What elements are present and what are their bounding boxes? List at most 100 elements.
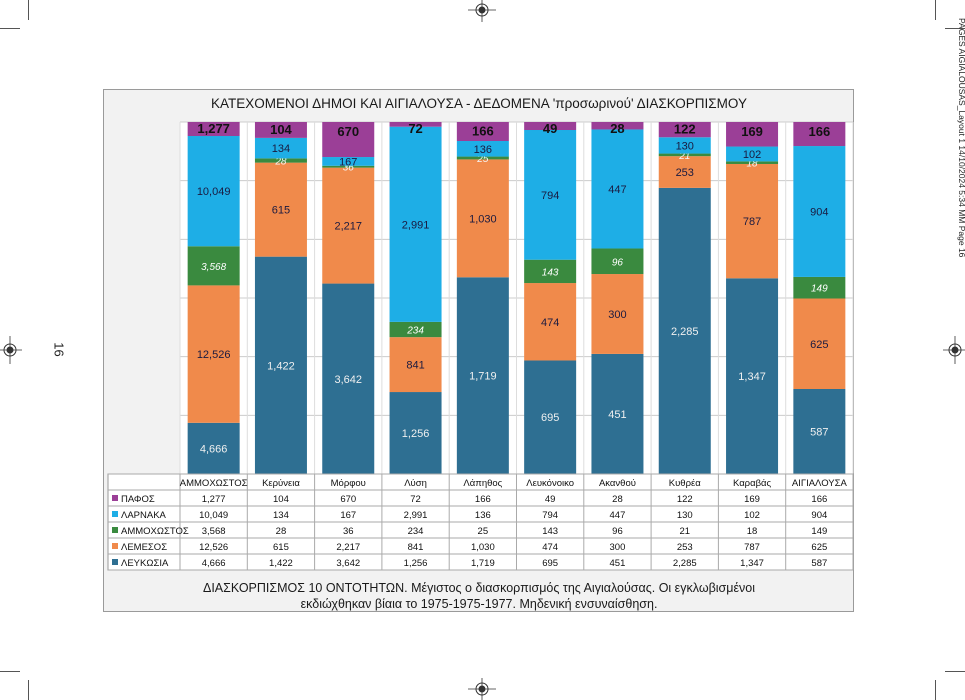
table-cell: 21 bbox=[679, 526, 690, 537]
data-label: 587 bbox=[810, 427, 828, 439]
bar-segment bbox=[524, 259, 577, 284]
data-label: 253 bbox=[676, 167, 694, 179]
data-label: 1,719 bbox=[469, 371, 497, 383]
table-cell: 96 bbox=[612, 526, 623, 537]
data-label: 28 bbox=[610, 121, 624, 136]
chart-title: ΚΑΤΕΧΟΜΕΝΟΙ ΔΗΜΟΙ ΚΑΙ ΑΙΓΙΑΛΟΥΣΑ - ΔΕΔΟΜ… bbox=[211, 96, 747, 111]
data-label: 1,422 bbox=[267, 360, 295, 372]
footer-line: ΔΙΑΣΚΟΡΠΙΣΜΟΣ 10 ΟΝΤΟΤΗΤΩΝ. Μέγιστος ο δ… bbox=[203, 581, 755, 595]
bar-segment bbox=[726, 163, 779, 279]
data-label: 300 bbox=[608, 309, 626, 321]
data-label: 447 bbox=[608, 184, 626, 196]
table-cell: 28 bbox=[612, 494, 623, 505]
data-label: 12,526 bbox=[197, 349, 231, 361]
data-label: 451 bbox=[608, 409, 626, 421]
bar-segment bbox=[322, 157, 375, 166]
bar-segment bbox=[322, 167, 375, 284]
table-cell: 3,642 bbox=[336, 558, 360, 569]
crop-mark bbox=[28, 0, 29, 20]
bar-segment bbox=[322, 165, 375, 168]
bar-segment bbox=[254, 256, 307, 474]
data-label: 2,991 bbox=[402, 219, 430, 231]
table-cell: 10,049 bbox=[199, 510, 228, 521]
table-cell: 474 bbox=[542, 542, 558, 553]
data-label: 794 bbox=[541, 190, 559, 202]
crop-mark bbox=[935, 680, 936, 700]
legend-swatch bbox=[112, 495, 118, 501]
data-label: 615 bbox=[272, 205, 290, 217]
bar-segment bbox=[726, 278, 779, 474]
data-label: 3,642 bbox=[334, 374, 362, 386]
table-cell: 102 bbox=[744, 510, 760, 521]
data-label: 18 bbox=[746, 159, 758, 170]
data-label: 136 bbox=[474, 144, 492, 156]
category-label: Καραβάς bbox=[733, 478, 772, 489]
crop-mark bbox=[935, 0, 936, 20]
table-cell: 794 bbox=[542, 510, 558, 521]
table-cell: 143 bbox=[542, 526, 558, 537]
bar-segment bbox=[456, 122, 509, 141]
bar-segment bbox=[456, 156, 509, 160]
table-cell: 149 bbox=[811, 526, 827, 537]
bar-segment bbox=[389, 321, 442, 338]
table-cell: 841 bbox=[408, 542, 424, 553]
data-label: 36 bbox=[343, 163, 355, 174]
bar-segment bbox=[389, 337, 442, 393]
legend-swatch bbox=[112, 543, 118, 549]
data-label: 787 bbox=[743, 216, 761, 228]
category-label: ΑΙΓΙΑΛΟΥΣΑ bbox=[792, 478, 848, 489]
table-cell: 136 bbox=[475, 510, 491, 521]
bar-segment bbox=[322, 122, 375, 158]
legend-label: ΠΑΦΟΣ bbox=[121, 494, 155, 505]
bar-segment bbox=[254, 158, 307, 163]
print-slug: PAGES AIGIALOUSAS_Layout 1 14/10/2024 5:… bbox=[957, 18, 965, 258]
bar-segment bbox=[254, 137, 307, 159]
legend-label: ΑΜΜΟΧΩΣΤΟΣ bbox=[121, 526, 189, 537]
data-label: 2,285 bbox=[671, 326, 699, 338]
table-cell: 134 bbox=[273, 510, 289, 521]
table-cell: 625 bbox=[811, 542, 827, 553]
crop-mark bbox=[945, 671, 965, 672]
legend-swatch bbox=[112, 511, 118, 517]
data-label: 4,666 bbox=[200, 443, 228, 455]
bar-segment bbox=[389, 126, 442, 322]
category-label: Μόρφου bbox=[331, 478, 366, 489]
table-cell: 1,277 bbox=[202, 494, 226, 505]
table-cell: 36 bbox=[343, 526, 354, 537]
table-cell: 300 bbox=[610, 542, 626, 553]
legend-label: ΛΕΜΕΣΟΣ bbox=[121, 542, 167, 553]
table-cell: 3,568 bbox=[202, 526, 226, 537]
bar-segment bbox=[591, 353, 644, 474]
legend-label: ΛΕΥΚΩΣΙΑ bbox=[121, 558, 169, 569]
bar-segment bbox=[456, 140, 509, 157]
table-cell: 234 bbox=[408, 526, 424, 537]
bar-segment bbox=[591, 129, 644, 249]
table-cell: 167 bbox=[340, 510, 356, 521]
legend-swatch bbox=[112, 527, 118, 533]
table-cell: 4,666 bbox=[202, 558, 226, 569]
bar-segment bbox=[254, 122, 307, 138]
bar-segment bbox=[187, 285, 240, 423]
table-cell: 2,991 bbox=[404, 510, 428, 521]
category-label: Κυθρέα bbox=[669, 478, 701, 489]
table-cell: 130 bbox=[677, 510, 693, 521]
table-cell: 904 bbox=[811, 510, 827, 521]
table-cell: 1,030 bbox=[471, 542, 495, 553]
bar-segment bbox=[658, 187, 711, 474]
data-label: 625 bbox=[810, 339, 828, 351]
data-label: 1,030 bbox=[469, 213, 497, 225]
data-label: 10,049 bbox=[197, 186, 231, 198]
table-cell: 451 bbox=[610, 558, 626, 569]
table-cell: 166 bbox=[475, 494, 491, 505]
data-label: 104 bbox=[270, 122, 292, 137]
table-cell: 104 bbox=[273, 494, 289, 505]
legend-swatch bbox=[112, 559, 118, 565]
data-label: 72 bbox=[408, 121, 422, 136]
data-label: 169 bbox=[741, 124, 763, 139]
data-label: 25 bbox=[476, 154, 489, 165]
data-label: 21 bbox=[678, 151, 690, 162]
category-label: Λύση bbox=[404, 478, 427, 489]
data-label: 2,217 bbox=[334, 221, 362, 233]
bar-segment bbox=[187, 136, 240, 247]
crop-mark bbox=[28, 680, 29, 700]
